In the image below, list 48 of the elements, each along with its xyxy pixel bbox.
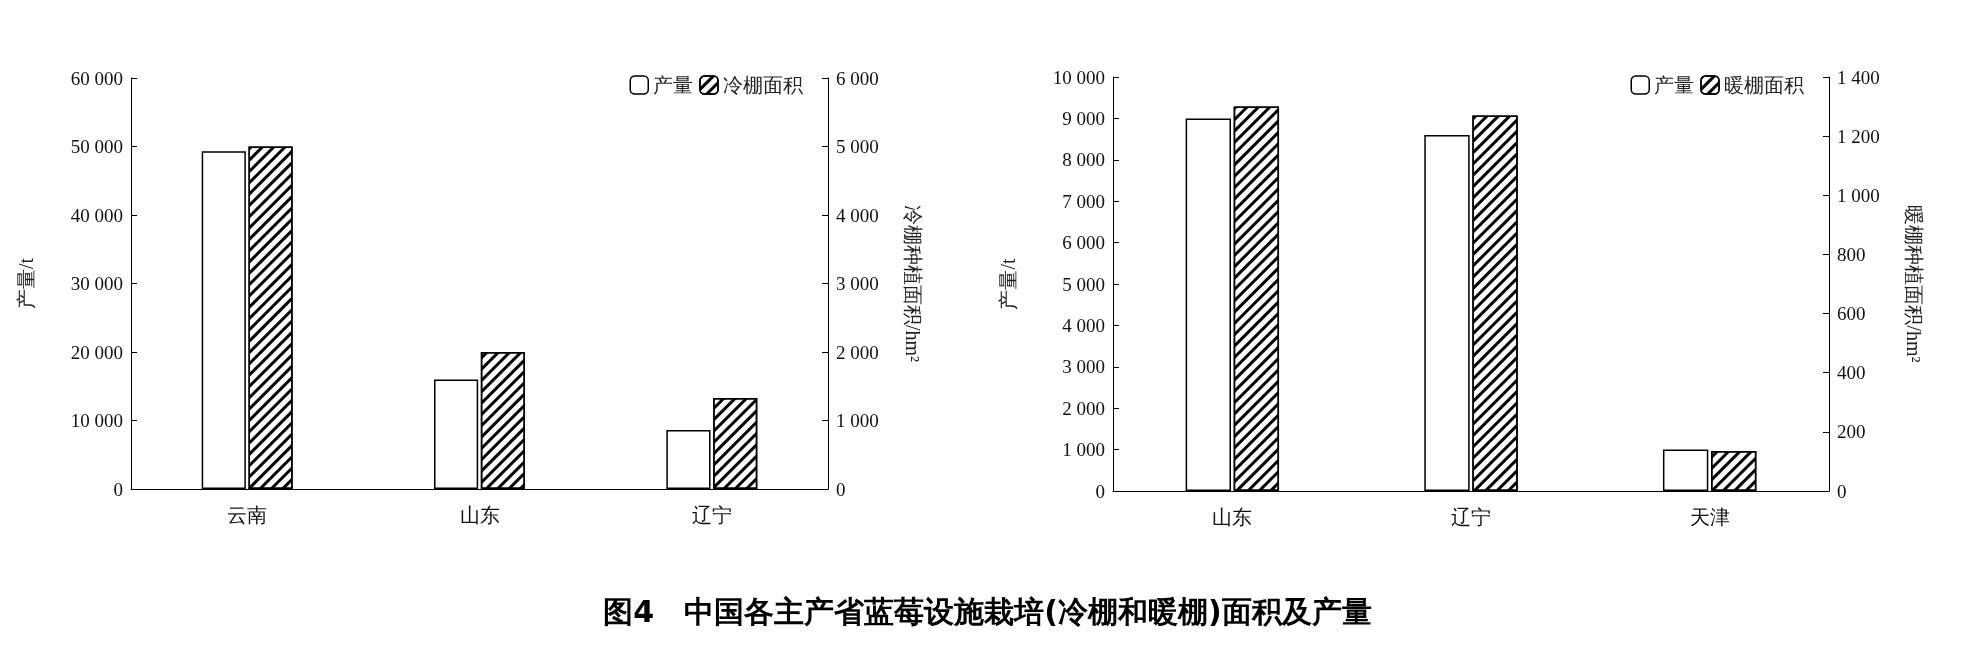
y2-tick-label: 800 [1837, 243, 1866, 265]
y-tick-label: 40 000 [70, 204, 123, 226]
y-tick-label: 0 [113, 478, 123, 500]
y2-tick-label: 3 000 [836, 273, 879, 294]
y-tick-label: 0 [1095, 480, 1105, 502]
y-tick-label: 60 000 [70, 67, 123, 89]
y2-tick-label: 0 [836, 478, 846, 500]
y-tick-label: 7 000 [1062, 190, 1105, 212]
y2-tick-label: 2 000 [836, 341, 879, 363]
y2-tick-label: 1 000 [1837, 184, 1880, 206]
y2-axis-title: 冷棚种植面积/hm² [902, 204, 924, 363]
y-tick-label: 30 000 [70, 273, 123, 294]
y-axis-title: 产量/t [997, 258, 1019, 310]
x-tick-label: 辽宁 [1451, 506, 1491, 528]
y2-tick-label: 1 000 [836, 410, 879, 431]
legend-label: 产量 [653, 74, 694, 96]
y2-tick-label: 600 [1837, 303, 1866, 325]
x-tick-label: 山东 [1212, 506, 1253, 528]
y2-tick-label: 1 400 [1837, 66, 1880, 88]
y2-tick-label: 5 000 [836, 136, 879, 157]
y-tick-label: 5 000 [1062, 273, 1105, 295]
y2-tick-label: 400 [1837, 362, 1866, 384]
x-tick-label: 辽宁 [691, 504, 732, 526]
y2-tick-label: 6 000 [836, 67, 879, 89]
y-tick-label: 8 000 [1062, 149, 1105, 171]
y2-tick-label: 4 000 [836, 204, 879, 226]
y2-axis-title: 暖棚种植面积/hm² [1903, 205, 1925, 363]
y-tick-label: 10 000 [1052, 66, 1105, 88]
y-tick-label: 50 000 [70, 136, 123, 157]
y-tick-label: 2 000 [1062, 397, 1105, 419]
legend-label: 暖棚面积 [1724, 74, 1804, 96]
y2-tick-label: 200 [1837, 421, 1866, 443]
y-tick-label: 10 000 [70, 410, 123, 431]
y-tick-label: 6 000 [1062, 232, 1105, 254]
caption: 图4 中国各主产省蓝莓设施栽培(冷棚和暖棚)面积及产量 [602, 593, 1373, 631]
y2-tick-label: 0 [1837, 480, 1847, 502]
x-tick-label: 山东 [459, 504, 500, 526]
y-tick-label: 20 000 [70, 341, 123, 363]
y-tick-label: 1 000 [1062, 439, 1105, 461]
y-axis-title: 产量/t [15, 257, 37, 310]
y-tick-label: 9 000 [1062, 107, 1105, 129]
legend-label: 产量 [1654, 74, 1695, 96]
x-tick-label: 云南 [227, 504, 268, 526]
x-tick-label: 天津 [1689, 506, 1730, 528]
legend-label: 冷棚面积 [723, 74, 803, 96]
y-tick-label: 3 000 [1062, 356, 1105, 378]
y2-tick-label: 1 200 [1837, 125, 1880, 147]
y-tick-label: 4 000 [1062, 314, 1105, 336]
